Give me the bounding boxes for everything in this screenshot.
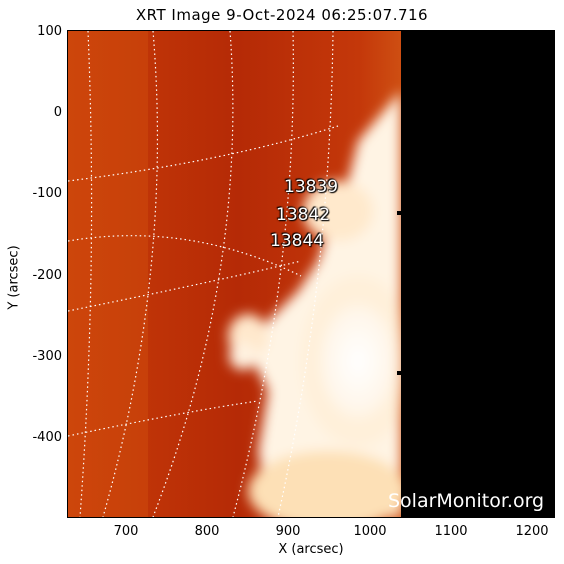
- y-tick-label: 0: [53, 105, 62, 120]
- bright-region: [228, 91, 418, 517]
- x-tick-label: 1100: [434, 524, 468, 539]
- solarmonitor-watermark: SolarMonitor.org: [388, 490, 545, 512]
- disk-left-shading: [68, 31, 148, 517]
- y-tick-label: -300: [32, 349, 62, 364]
- x-tick-label: 700: [113, 524, 139, 539]
- solar-map: [67, 30, 555, 518]
- off-field-region: [401, 31, 554, 517]
- image-title: XRT Image 9-Oct-2024 06:25:07.716: [135, 6, 429, 24]
- active-region-label: 13839: [284, 177, 339, 197]
- x-tick-label: 900: [275, 524, 301, 539]
- limb-marker: [397, 371, 402, 375]
- longitude-line: [277, 31, 334, 517]
- longitude-line: [79, 31, 93, 517]
- solar-map-svg: [68, 31, 554, 517]
- x-axis-label: X (arcsec): [278, 542, 344, 557]
- limb-marker: [397, 211, 402, 215]
- x-tick-label: 800: [194, 524, 220, 539]
- x-tick-label: 1000: [353, 524, 387, 539]
- active-region-label: 13842: [276, 205, 331, 225]
- y-tick-label: -200: [32, 268, 62, 283]
- x-tick-label: 1200: [515, 524, 549, 539]
- latitude-line: [68, 260, 302, 312]
- y-tick-label: -100: [32, 186, 62, 201]
- latitude-line: [68, 400, 259, 437]
- latitude-line: [68, 235, 302, 277]
- y-tick-label: 100: [37, 24, 62, 39]
- heliographic-grid: [68, 31, 339, 517]
- latitude-line: [68, 125, 339, 182]
- y-tick-label: -400: [32, 430, 62, 445]
- active-region-label: 13844: [270, 231, 325, 251]
- y-axis-label: Y (arcsec): [6, 245, 22, 310]
- longitude-line: [152, 31, 234, 517]
